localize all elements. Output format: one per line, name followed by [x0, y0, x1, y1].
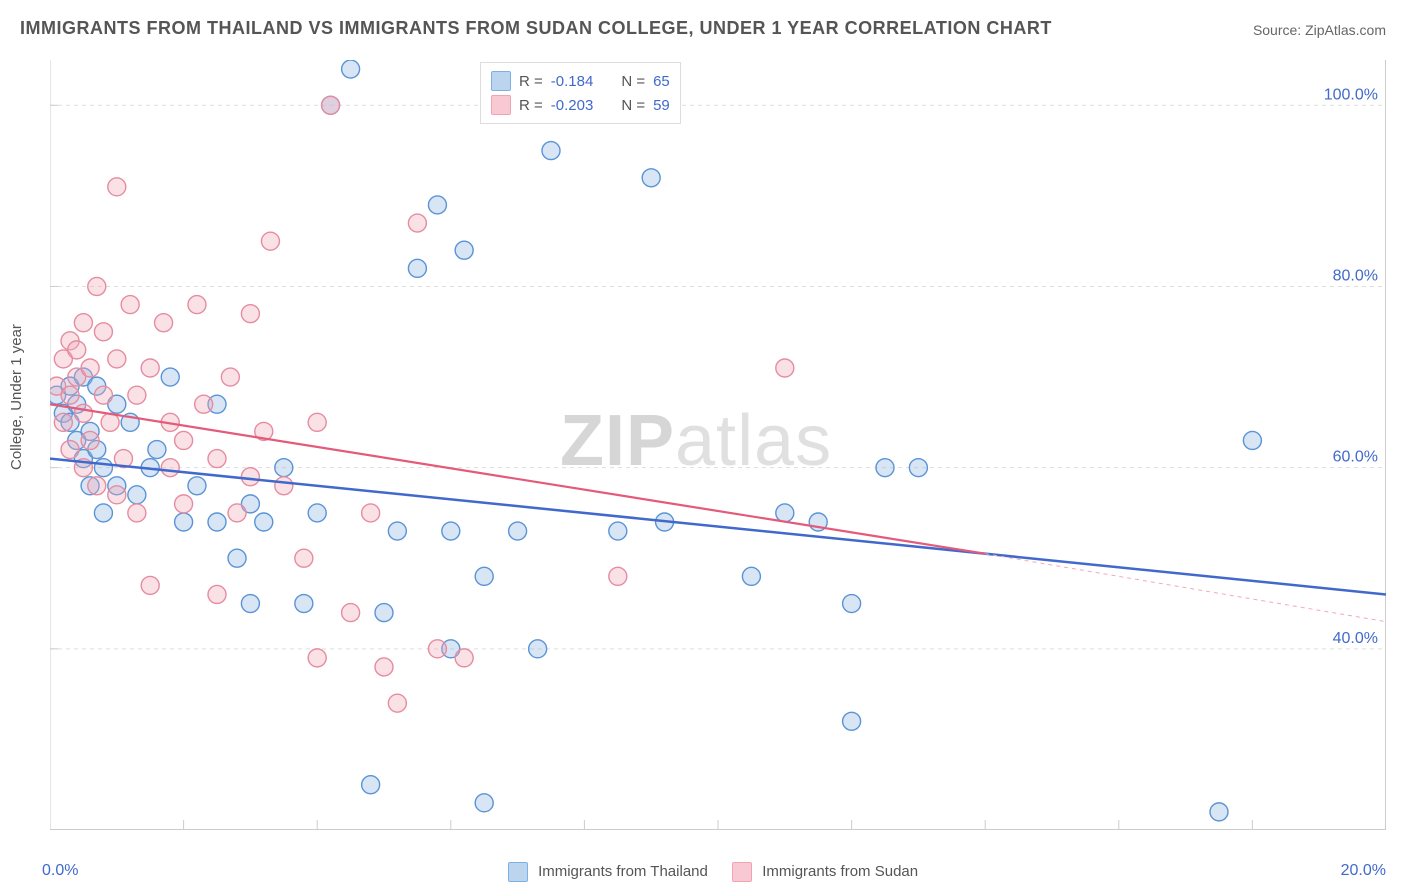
legend-label-sudan: Immigrants from Sudan [762, 863, 918, 880]
swatch-sudan [491, 95, 511, 115]
plot-area: 40.0% 60.0% 80.0% 100.0% [50, 60, 1386, 830]
chart-container: IMMIGRANTS FROM THAILAND VS IMMIGRANTS F… [0, 0, 1406, 892]
legend-row-sudan: R = -0.203 N = 59 [491, 93, 670, 117]
swatch-sudan-bottom [732, 862, 752, 882]
n-value-thailand: 65 [653, 73, 670, 90]
svg-text:100.0%: 100.0% [1324, 86, 1378, 103]
chart-title: IMMIGRANTS FROM THAILAND VS IMMIGRANTS F… [20, 18, 1052, 39]
series-legend: Immigrants from Thailand Immigrants from… [0, 862, 1406, 882]
swatch-thailand-bottom [508, 862, 528, 882]
swatch-thailand [491, 71, 511, 91]
svg-text:80.0%: 80.0% [1333, 267, 1378, 284]
correlation-legend: R = -0.184 N = 65 R = -0.203 N = 59 [480, 62, 681, 124]
r-value-thailand: -0.184 [551, 73, 594, 90]
r-label: R = [519, 97, 543, 114]
legend-row-thailand: R = -0.184 N = 65 [491, 69, 670, 93]
n-label: N = [621, 73, 645, 90]
r-label: R = [519, 73, 543, 90]
y-axis-label: College, Under 1 year [8, 324, 25, 470]
n-label: N = [621, 97, 645, 114]
source-label: Source: ZipAtlas.com [1253, 22, 1386, 38]
legend-label-thailand: Immigrants from Thailand [538, 863, 708, 880]
svg-text:60.0%: 60.0% [1333, 449, 1378, 466]
n-value-sudan: 59 [653, 97, 670, 114]
plot-svg: 40.0% 60.0% 80.0% 100.0% [50, 60, 1386, 830]
r-value-sudan: -0.203 [551, 97, 594, 114]
svg-text:40.0%: 40.0% [1333, 630, 1378, 647]
